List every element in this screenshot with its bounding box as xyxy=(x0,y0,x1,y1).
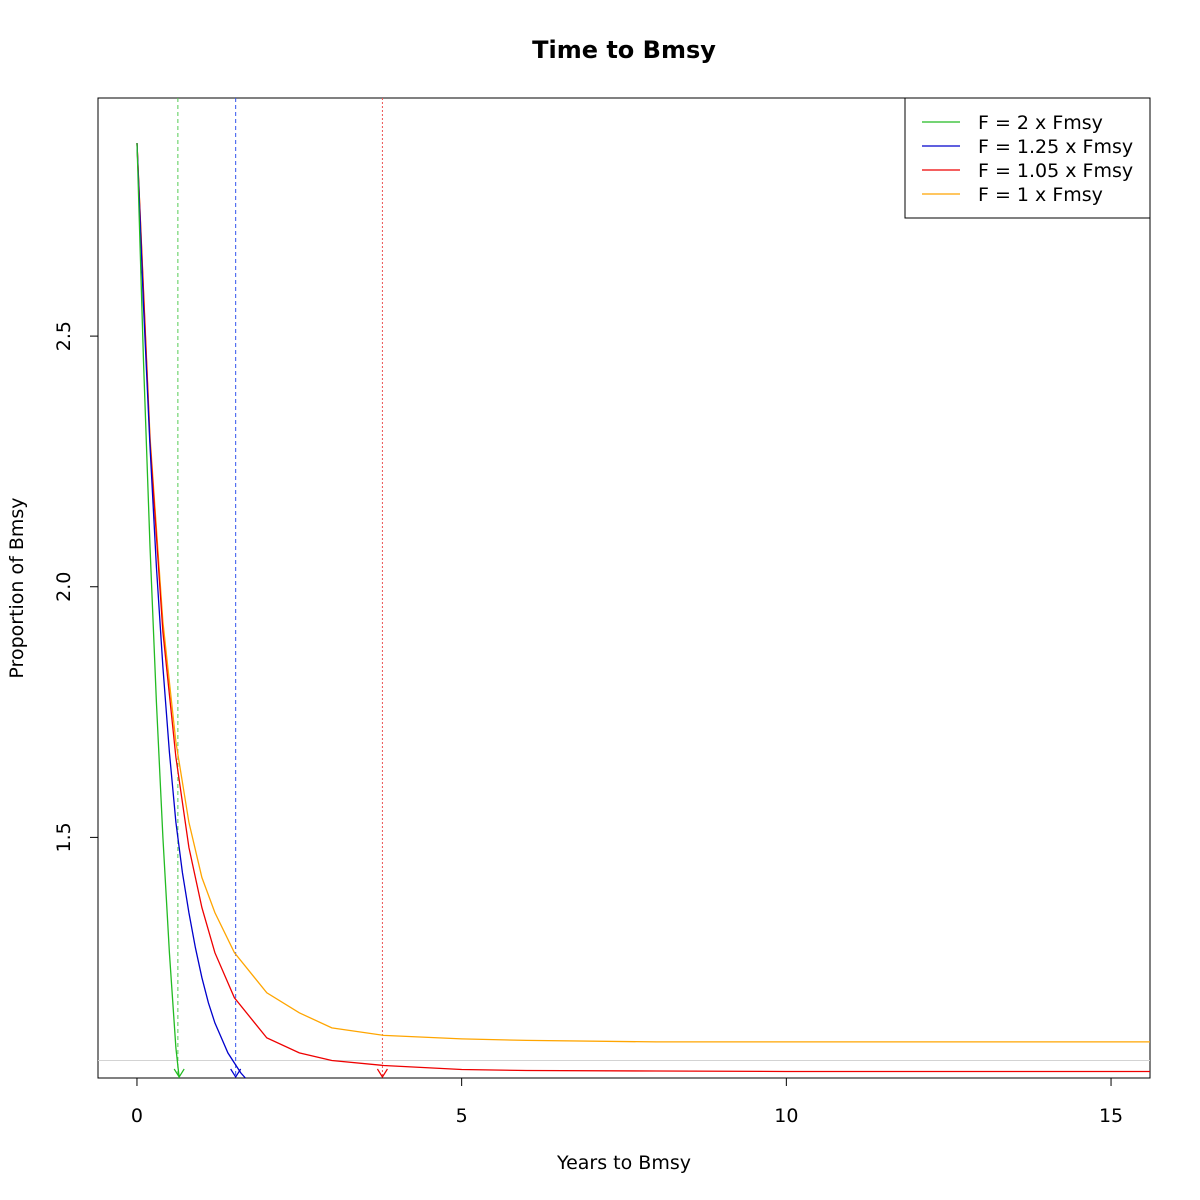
y-axis: 1.5 2.0 2.5 xyxy=(53,321,98,852)
series-line-4 xyxy=(136,143,1150,1043)
legend-label: F = 1.05 x Fmsy xyxy=(978,160,1133,182)
x-tick-label: 5 xyxy=(456,1105,468,1127)
legend-label: F = 1.25 x Fmsy xyxy=(978,136,1133,158)
arrow-marker-1 xyxy=(173,1068,185,1078)
x-tick-label: 15 xyxy=(1099,1105,1123,1127)
series-line-1 xyxy=(136,143,180,1078)
legend-label: F = 1 x Fmsy xyxy=(978,184,1103,206)
x-tick-label: 0 xyxy=(131,1105,143,1127)
y-tick-label: 1.5 xyxy=(53,822,75,852)
legend-box xyxy=(904,97,1151,219)
x-axis-label: Years to Bmsy xyxy=(556,1152,691,1174)
plot-layer xyxy=(98,98,1150,1078)
y-tick-label: 2.5 xyxy=(53,321,75,351)
series-line-2 xyxy=(136,143,246,1078)
series-line-3 xyxy=(136,143,1150,1073)
chart-title: Time to Bmsy xyxy=(532,36,716,64)
arrow-marker-3 xyxy=(376,1068,388,1078)
legend-label: F = 2 x Fmsy xyxy=(978,112,1103,134)
plot-area-frame xyxy=(97,97,1151,1079)
x-axis: 0 5 10 15 xyxy=(131,1078,1123,1127)
x-tick-label: 10 xyxy=(774,1105,798,1127)
y-tick-label: 2.0 xyxy=(53,572,75,602)
arrow-marker-2 xyxy=(230,1068,242,1078)
y-axis-label: Proportion of Bmsy xyxy=(6,497,28,678)
